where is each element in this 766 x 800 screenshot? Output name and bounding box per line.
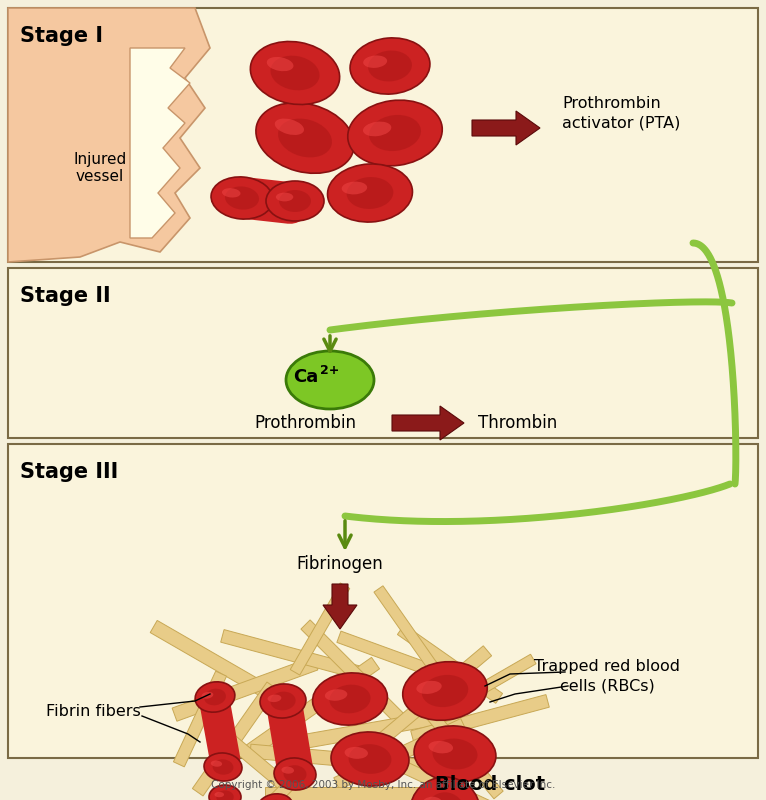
Ellipse shape (347, 177, 394, 209)
Text: Thrombin: Thrombin (478, 414, 557, 432)
Bar (8, 444, 758, 758)
Polygon shape (192, 682, 277, 796)
Polygon shape (368, 646, 492, 752)
Ellipse shape (209, 785, 241, 800)
Polygon shape (334, 718, 466, 790)
Text: Stage I: Stage I (20, 26, 103, 46)
Ellipse shape (363, 55, 387, 68)
Polygon shape (227, 761, 313, 800)
Polygon shape (290, 707, 460, 750)
Ellipse shape (204, 753, 242, 781)
Ellipse shape (250, 42, 339, 105)
Ellipse shape (213, 759, 234, 774)
Ellipse shape (195, 682, 235, 712)
Polygon shape (172, 657, 318, 722)
Ellipse shape (279, 190, 311, 212)
Ellipse shape (426, 792, 464, 800)
Ellipse shape (410, 777, 480, 800)
Ellipse shape (313, 673, 388, 725)
Ellipse shape (403, 662, 487, 720)
Ellipse shape (225, 186, 259, 210)
Ellipse shape (417, 681, 442, 694)
Polygon shape (241, 658, 379, 761)
Ellipse shape (222, 188, 241, 198)
Text: Trapped red blood
cells (RBCs): Trapped red blood cells (RBCs) (534, 658, 680, 694)
Ellipse shape (422, 675, 468, 707)
Text: Fibrinogen: Fibrinogen (296, 555, 383, 573)
Ellipse shape (270, 56, 319, 90)
Polygon shape (130, 48, 190, 238)
Bar (8, 8, 758, 262)
Text: Ca: Ca (293, 368, 318, 386)
Polygon shape (173, 671, 227, 767)
Ellipse shape (257, 794, 293, 800)
Text: Prothrombin: Prothrombin (254, 414, 356, 432)
Ellipse shape (414, 726, 496, 782)
Ellipse shape (270, 692, 296, 710)
Ellipse shape (368, 50, 412, 82)
Ellipse shape (422, 797, 443, 800)
Polygon shape (221, 630, 359, 678)
Ellipse shape (216, 790, 234, 800)
Ellipse shape (274, 758, 316, 790)
Ellipse shape (211, 761, 222, 766)
Polygon shape (265, 787, 455, 800)
Ellipse shape (260, 684, 306, 718)
Ellipse shape (204, 689, 226, 706)
Polygon shape (250, 744, 430, 774)
Polygon shape (411, 694, 549, 743)
Text: Injured
vessel: Injured vessel (74, 152, 126, 184)
Ellipse shape (256, 102, 354, 174)
Polygon shape (301, 620, 409, 728)
Polygon shape (337, 631, 463, 687)
Ellipse shape (275, 118, 304, 135)
Ellipse shape (348, 100, 442, 166)
Text: Fibrin fibers: Fibrin fibers (46, 705, 140, 719)
Text: Blood clot: Blood clot (435, 774, 545, 794)
Ellipse shape (369, 115, 421, 151)
Polygon shape (417, 699, 503, 799)
Polygon shape (207, 719, 322, 800)
Ellipse shape (283, 765, 306, 783)
Ellipse shape (329, 685, 371, 714)
Ellipse shape (331, 732, 409, 786)
Ellipse shape (328, 164, 412, 222)
Ellipse shape (350, 38, 430, 94)
Ellipse shape (281, 766, 294, 774)
Ellipse shape (342, 182, 367, 194)
Ellipse shape (363, 122, 391, 136)
Ellipse shape (276, 193, 293, 202)
Polygon shape (8, 8, 210, 262)
Polygon shape (398, 625, 502, 703)
Ellipse shape (211, 177, 273, 219)
Bar (8, 268, 758, 438)
Text: Copyright © 2006, 2003 by Mosby, Inc. an affiliate of Elsevier Inc.: Copyright © 2006, 2003 by Mosby, Inc. an… (211, 780, 555, 790)
Ellipse shape (325, 690, 347, 701)
FancyArrow shape (392, 406, 464, 440)
Ellipse shape (201, 692, 213, 698)
Polygon shape (444, 654, 536, 714)
Ellipse shape (267, 694, 281, 702)
Ellipse shape (267, 57, 293, 71)
Polygon shape (290, 583, 350, 675)
Ellipse shape (349, 744, 391, 774)
Ellipse shape (345, 747, 368, 759)
Ellipse shape (278, 118, 332, 158)
Ellipse shape (214, 792, 224, 798)
Text: 2+: 2+ (320, 363, 339, 377)
Ellipse shape (428, 741, 453, 754)
Polygon shape (150, 621, 270, 698)
Ellipse shape (433, 738, 477, 770)
FancyArrow shape (323, 584, 357, 629)
Text: Stage II: Stage II (20, 286, 110, 306)
Polygon shape (374, 586, 446, 682)
Ellipse shape (286, 351, 374, 409)
Text: Stage III: Stage III (20, 462, 118, 482)
Text: Prothrombin
activator (PTA): Prothrombin activator (PTA) (562, 96, 680, 130)
Polygon shape (378, 751, 502, 800)
Ellipse shape (266, 181, 324, 221)
FancyArrow shape (472, 111, 540, 145)
